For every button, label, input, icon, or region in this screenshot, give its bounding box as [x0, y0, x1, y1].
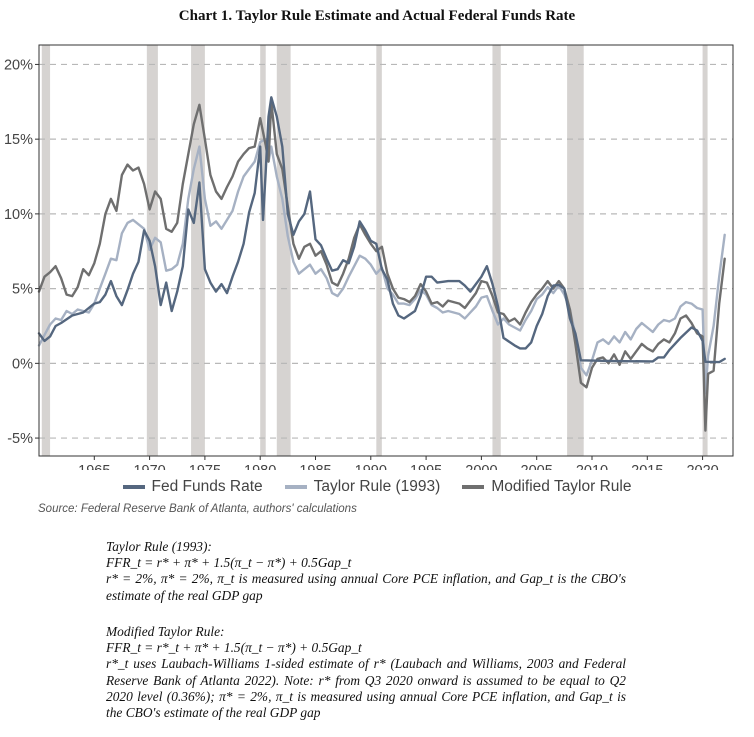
plot-border [38, 44, 734, 457]
recession-band [492, 45, 501, 456]
x-tick-label: 1990 [355, 463, 387, 470]
y-tick-label: -5% [7, 431, 33, 447]
recession-band [276, 45, 291, 456]
y-tick-label: 20% [4, 57, 33, 73]
recession-band [260, 45, 266, 456]
source-note: Source: Federal Reserve Bank of Atlanta,… [38, 503, 357, 515]
x-tick-label: 1995 [410, 463, 442, 470]
x-tick-label: 1985 [299, 463, 331, 470]
fed-funds-rate-line [37, 96, 726, 364]
legend-swatch-taylor [284, 485, 307, 489]
line-chart: -5% 0% 5% 10% 15% 20% 1965 1970 1975 1980 1985 1990… [4, 44, 734, 470]
x-tick-label: 1980 [244, 463, 276, 470]
x-tick-label: 2000 [465, 463, 497, 470]
y-tick-label: 10% [4, 207, 33, 223]
recession-band [191, 45, 205, 456]
legend-label-fed: Fed Funds Rate [151, 478, 263, 495]
recession-band [702, 45, 708, 456]
y-tick-label: 5% [12, 282, 33, 298]
modified-rule-title: Modified Taylor Rule: [106, 624, 225, 639]
taylor-rule-formula: FFR_t = r* + π* + 1.5(π_t − π*) + 0.5Gap… [106, 555, 352, 571]
x-tick-label: 2005 [521, 463, 553, 470]
x-tick-label: 1975 [189, 463, 221, 470]
y-tick-label: 0% [12, 356, 33, 372]
y-tick-label: 15% [4, 132, 33, 148]
taylor-rule-title: Taylor Rule (1993): [106, 539, 212, 554]
modified-taylor-rule-line [37, 100, 726, 432]
legend-label-modified: Modified Taylor Rule [491, 478, 632, 495]
modified-rule-description: r*_t uses Laubach-Williams 1-sided estim… [106, 656, 626, 721]
modified-rule-formula: FFR_t = r*_t + π* + 1.5(π_t − π*) + 0.5G… [106, 640, 362, 656]
modified-rule-notes: Modified Taylor Rule: FFR_t = r*_t + π* … [106, 624, 626, 721]
legend-label-taylor: Taylor Rule (1993) [313, 478, 441, 495]
x-tick-label: 1970 [133, 463, 165, 470]
x-tick-label: 2015 [631, 463, 663, 470]
recession-band [567, 45, 584, 456]
legend-item-modified: Modified Taylor Rule [462, 478, 631, 496]
legend-item-fed: Fed Funds Rate [122, 478, 263, 496]
x-tick-label: 2020 [686, 463, 718, 470]
recession-band [41, 45, 51, 456]
legend-swatch-modified [462, 485, 485, 489]
taylor-rule-notes: Taylor Rule (1993): FFR_t = r* + π* + 1.… [106, 539, 626, 604]
taylor-rule-line [37, 138, 726, 395]
x-tick-label: 1965 [78, 463, 110, 470]
chart-legend: Fed Funds Rate Taylor Rule (1993) Modifi… [0, 478, 754, 496]
chart-title: Chart 1. Taylor Rule Estimate and Actual… [178, 8, 576, 24]
x-tick-label: 2010 [576, 463, 608, 470]
legend-item-taylor: Taylor Rule (1993) [284, 478, 441, 496]
taylor-rule-description: r* = 2%, π* = 2%, π_t is measured using … [106, 571, 626, 603]
legend-swatch-fed [122, 485, 145, 489]
